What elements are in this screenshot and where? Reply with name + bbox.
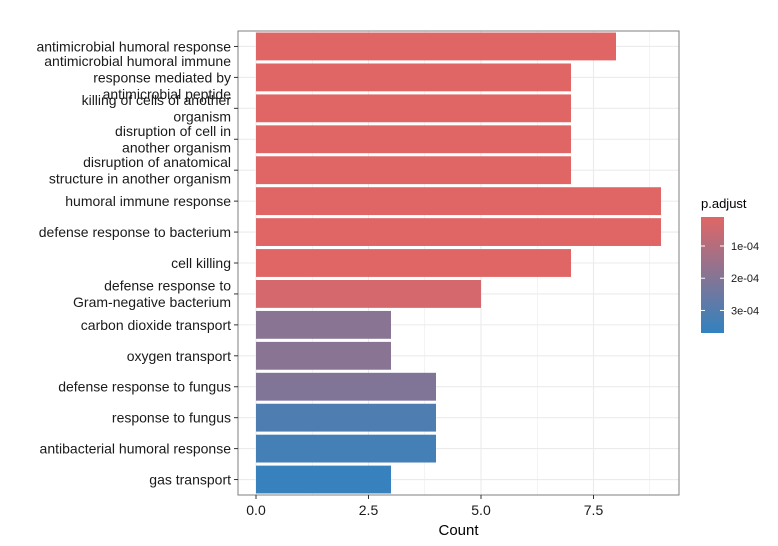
y-tick-label: disruption of anatomical structure in ano… xyxy=(49,154,231,187)
bar xyxy=(256,94,571,123)
legend-title: p.adjust xyxy=(701,196,747,211)
bar xyxy=(256,218,661,246)
bar xyxy=(256,465,391,494)
y-tick-label: antimicrobial humoral immune response med… xyxy=(44,53,231,102)
y-tick-label: antimicrobial humoral response xyxy=(36,38,231,54)
legend: p.adjust 1e-04 2e-04 3e-04 xyxy=(701,196,759,333)
bar xyxy=(256,187,661,216)
y-tick-label: humoral immune response xyxy=(65,193,231,209)
y-tick-label: antibacterial humoral response xyxy=(40,441,232,457)
bar xyxy=(256,156,571,185)
y-tick-label: defense response to bacterium xyxy=(39,224,231,240)
legend-colorbar xyxy=(701,217,724,333)
y-tick-label: cell killing xyxy=(171,255,231,271)
x-axis: 0.0 2.5 5.0 7.5 xyxy=(246,495,603,518)
bar xyxy=(256,403,436,432)
y-tick-label: response to fungus xyxy=(112,410,231,426)
y-tick-label: defense response to fungus xyxy=(58,379,231,395)
bar xyxy=(256,32,616,61)
x-axis-title: Count xyxy=(438,522,479,539)
y-axis: antimicrobial humoral responseantimicrob… xyxy=(36,38,238,488)
y-tick-label: oxygen transport xyxy=(127,348,231,364)
x-tick-label: 7.5 xyxy=(584,502,604,518)
bar xyxy=(256,125,571,154)
bar xyxy=(256,434,436,463)
x-tick-label: 5.0 xyxy=(471,502,491,518)
bar xyxy=(256,341,391,370)
x-tick-label: 0.0 xyxy=(246,502,266,518)
bars xyxy=(256,32,661,494)
y-tick-label: carbon dioxide transport xyxy=(81,317,231,333)
y-tick-label: killing of cells of another organism xyxy=(82,92,232,125)
legend-tick-label: 1e-04 xyxy=(731,241,759,253)
bar xyxy=(256,280,481,308)
y-tick-label: defense response to Gram-negative bacteri… xyxy=(73,278,231,311)
legend-tick-label: 3e-04 xyxy=(731,305,759,317)
y-tick-label: gas transport xyxy=(149,472,231,488)
bar xyxy=(256,63,571,92)
bar xyxy=(256,372,436,401)
bar xyxy=(256,310,391,339)
y-tick-label: disruption of cell in another organism xyxy=(115,123,231,156)
bar xyxy=(256,249,571,277)
legend-tick-label: 2e-04 xyxy=(731,273,759,285)
x-tick-label: 2.5 xyxy=(359,502,379,518)
